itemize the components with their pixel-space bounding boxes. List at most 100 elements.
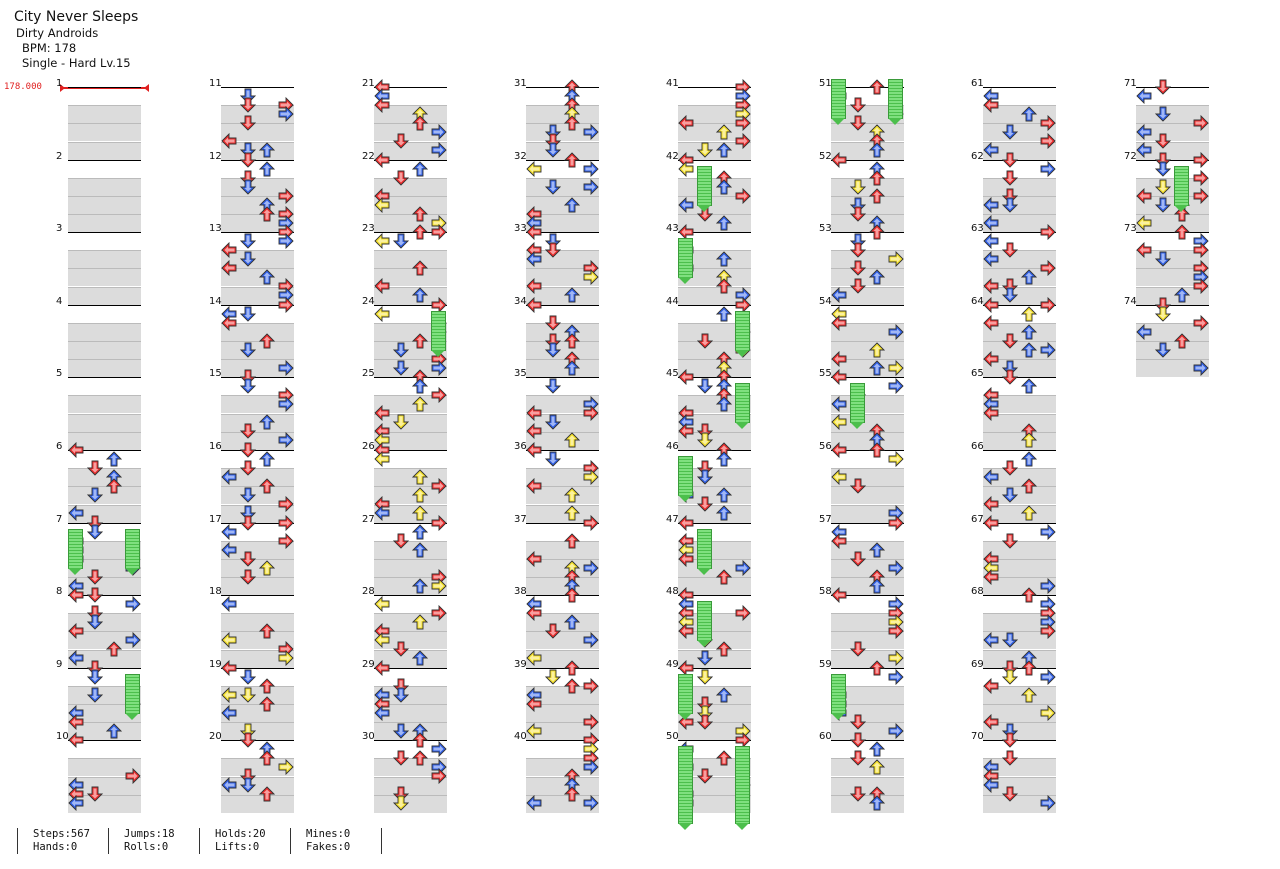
arrow-down-icon [1001, 732, 1019, 749]
beat-band [221, 722, 294, 741]
arrow-right-icon [1193, 242, 1209, 259]
beat-band [68, 758, 141, 777]
arrow-right-icon [583, 269, 599, 286]
measure-line [68, 377, 141, 379]
arrow-down-icon [86, 614, 104, 630]
arrow-left-icon [526, 423, 542, 440]
arrow-down-icon [392, 750, 410, 767]
measure-number: 44 [666, 295, 679, 307]
measure-line [983, 87, 1056, 88]
hold-note [678, 238, 693, 285]
measure-line [221, 595, 294, 597]
measure: 58 [819, 586, 904, 668]
arrow-left-icon [983, 214, 999, 231]
arrow-left-icon [831, 287, 847, 304]
measure-number: 45 [666, 368, 679, 380]
stats-column-jumps: Jumps:18 Rolls:0 [108, 828, 199, 854]
arrow-up-icon [411, 505, 429, 521]
arrow-down-icon [849, 115, 867, 131]
beat-band [68, 322, 141, 341]
arrow-up-icon [411, 260, 429, 276]
arrow-down-icon [86, 524, 104, 540]
beat-band [374, 685, 447, 704]
stat-hands: Hands:0 [33, 841, 78, 853]
beat-band [678, 649, 751, 668]
measure-number: 18 [209, 586, 222, 598]
arrow-up-icon [1020, 432, 1038, 448]
measure-number: 55 [819, 368, 832, 380]
beat-band [1136, 141, 1209, 160]
arrow-left-icon [374, 305, 390, 322]
arrow-right-icon [735, 559, 751, 576]
arrow-up-icon [105, 641, 123, 657]
measure-line [831, 667, 904, 669]
arrow-right-icon [735, 187, 751, 204]
arrow-up-icon [411, 396, 429, 412]
measure: 1 [56, 78, 141, 160]
measure-line [678, 522, 751, 524]
arrow-down-icon [1001, 242, 1019, 258]
measure-line [374, 522, 447, 524]
arrow-left-icon [983, 777, 999, 794]
beat-band [526, 413, 599, 432]
beat-band [526, 758, 599, 777]
arrow-left-icon [526, 795, 542, 812]
arrow-down-icon [239, 505, 257, 521]
beat-band [221, 685, 294, 704]
beat-band [1136, 268, 1209, 287]
beat-band [374, 704, 447, 723]
measure: 11 [209, 78, 294, 160]
measure: 65 [971, 368, 1056, 450]
hold-note [678, 746, 693, 831]
measure-number: 11 [209, 78, 222, 89]
beat-band [678, 105, 751, 123]
arrow-left-icon [68, 623, 84, 640]
beat-band [678, 123, 751, 142]
arrow-down-icon [86, 569, 104, 585]
arrow-right-icon [1040, 132, 1056, 150]
arrow-right-icon [1193, 359, 1209, 376]
arrow-left-icon [678, 196, 694, 213]
arrow-right-icon [583, 468, 599, 486]
hold-note [697, 528, 712, 575]
arrow-left-icon [68, 441, 84, 459]
arrow-left-icon [374, 196, 390, 213]
arrow-left-icon [374, 151, 390, 168]
hold-note [431, 310, 446, 357]
measure-number: 69 [971, 658, 984, 670]
beat-band [526, 431, 599, 450]
beat-band [831, 794, 904, 813]
arrow-left-icon [374, 596, 390, 613]
arrow-up-icon [715, 687, 733, 703]
arrow-right-icon [583, 795, 599, 812]
beat-band [678, 268, 751, 287]
arrow-down-icon [849, 278, 867, 294]
beat-band [831, 395, 904, 414]
beat-band [1136, 177, 1209, 196]
arrow-right-icon [888, 650, 904, 667]
beat-band [526, 776, 599, 795]
beat-band [374, 468, 447, 486]
measure-line [1136, 159, 1209, 161]
arrow-left-icon [831, 151, 847, 168]
measure-number: 21 [362, 78, 375, 89]
arrow-left-icon [374, 278, 390, 295]
arrow-right-icon [888, 623, 904, 640]
beat-band [68, 577, 141, 596]
arrow-down-icon [239, 460, 257, 476]
arrow-up-icon [411, 577, 429, 594]
arrow-down-icon [544, 142, 562, 158]
arrow-right-icon [431, 605, 447, 622]
beat-band [526, 722, 599, 741]
arrow-left-icon [983, 278, 999, 295]
arrow-up-icon [868, 577, 886, 594]
arrow-right-icon [888, 514, 904, 531]
beat-band [68, 794, 141, 813]
arrow-down-icon [1001, 750, 1019, 767]
beat-band [221, 395, 294, 414]
arrow-left-icon [1136, 242, 1152, 259]
arrow-left-icon [221, 596, 237, 613]
arrow-left-icon [831, 314, 847, 331]
arrow-left-icon [374, 450, 390, 468]
beat-band [221, 776, 294, 795]
